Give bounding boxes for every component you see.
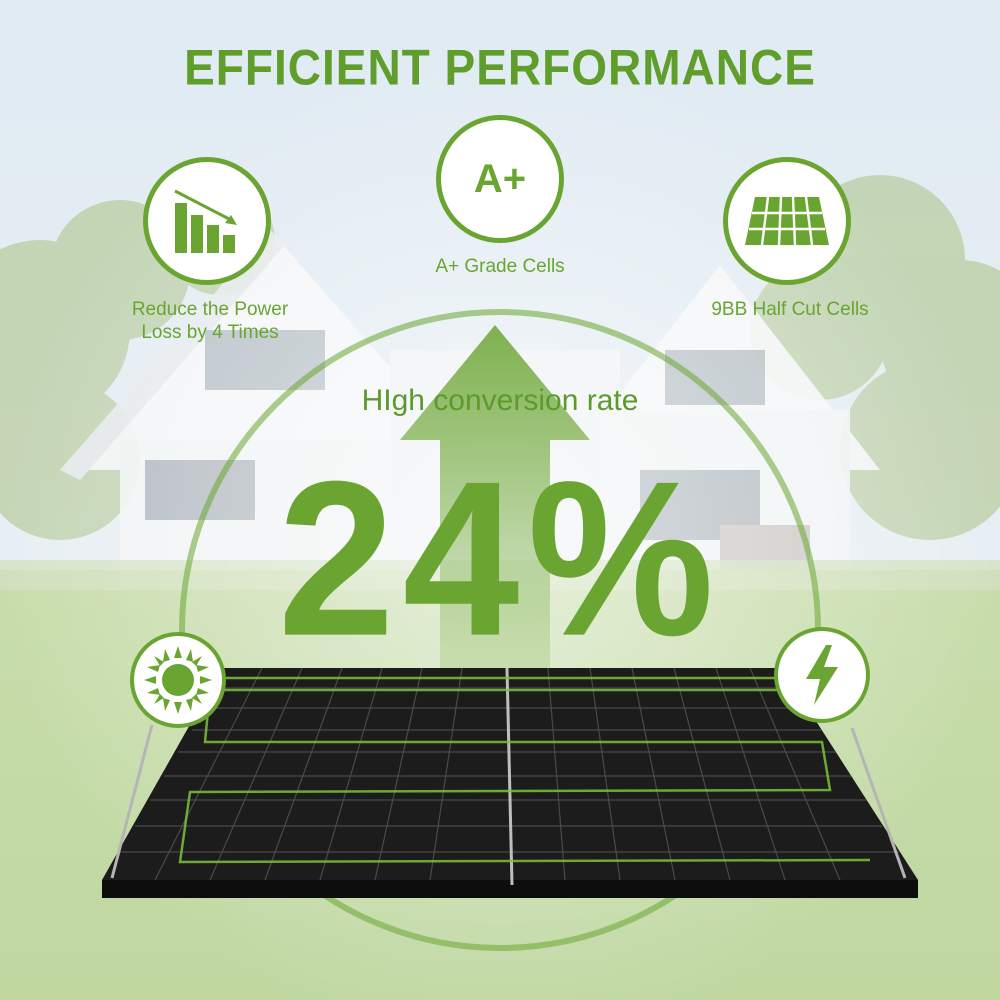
- grade-badge: A+: [436, 115, 564, 243]
- page-title: EFFICIENT PERFORMANCE: [184, 38, 816, 96]
- conversion-value: 24%: [277, 435, 723, 682]
- sun-icon: [144, 646, 212, 714]
- cells-caption: 9BB Half Cut Cells: [711, 299, 869, 320]
- sun-badge: [130, 632, 226, 728]
- conversion-label: HIgh conversion rate: [361, 384, 639, 417]
- lightning-badge: [774, 627, 870, 723]
- solar-panel: [102, 667, 918, 898]
- power-loss-caption-line1: Reduce the Power: [131, 299, 289, 320]
- declining-bar-chart-icon: [174, 189, 237, 253]
- power-loss-caption-line2: Loss by 4 Times: [141, 322, 279, 343]
- up-arrow: [400, 325, 590, 690]
- power-loss-badge: [143, 157, 271, 285]
- lightning-bolt-icon: [806, 645, 838, 705]
- cells-badge: [723, 157, 851, 285]
- solar-cells-icon: [745, 196, 829, 246]
- a-plus-icon: A+: [473, 156, 527, 201]
- power-loss-caption: Reduce the Power Loss by 4 Times: [90, 298, 330, 344]
- grade-caption: A+ Grade Cells: [435, 256, 565, 277]
